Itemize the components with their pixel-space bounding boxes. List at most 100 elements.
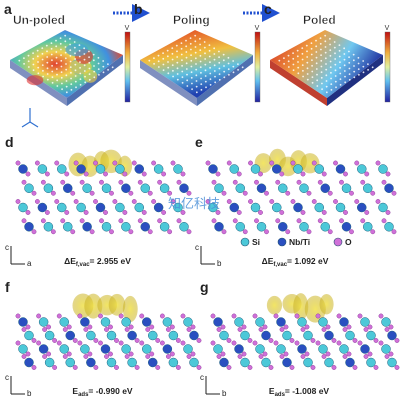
atom-o bbox=[378, 313, 384, 319]
grid-dot bbox=[357, 56, 360, 59]
grid-dot bbox=[339, 72, 342, 75]
atom-o bbox=[52, 365, 58, 370]
atom-o bbox=[226, 199, 232, 204]
atom-o bbox=[333, 199, 338, 204]
grid-dot bbox=[343, 47, 346, 50]
atom-o bbox=[36, 340, 42, 346]
grid-dot bbox=[301, 52, 304, 55]
atom bbox=[162, 317, 173, 327]
grid-dot bbox=[88, 56, 90, 59]
atom-o bbox=[354, 160, 360, 166]
slab-side bbox=[270, 60, 327, 106]
atom-o bbox=[311, 199, 317, 204]
atom bbox=[219, 330, 229, 341]
grid-dot bbox=[302, 75, 304, 78]
grid-dot bbox=[339, 78, 342, 81]
atom-o bbox=[279, 327, 285, 332]
atom-o bbox=[128, 324, 134, 330]
atom bbox=[213, 317, 223, 327]
atom-o bbox=[66, 324, 72, 330]
atom-o bbox=[98, 313, 103, 319]
atom-o bbox=[364, 210, 370, 215]
grid-dot bbox=[56, 73, 58, 76]
atom bbox=[250, 202, 261, 213]
panel-label: b bbox=[134, 1, 143, 17]
atom-o bbox=[175, 365, 181, 370]
atom bbox=[357, 202, 367, 213]
potential-blob bbox=[65, 43, 89, 57]
grid-dot bbox=[167, 72, 170, 75]
grid-dot bbox=[41, 58, 44, 61]
grid-dot bbox=[51, 70, 54, 73]
atom-o bbox=[114, 338, 119, 343]
grid-dot bbox=[51, 59, 53, 62]
atom-o bbox=[21, 218, 27, 224]
atom bbox=[360, 317, 370, 327]
grid-dot bbox=[185, 68, 188, 70]
atom-o bbox=[72, 338, 78, 343]
atom-o bbox=[283, 324, 289, 330]
atom-o bbox=[370, 229, 376, 235]
atom-o bbox=[289, 338, 295, 343]
grid-dot bbox=[180, 53, 183, 56]
atom-o bbox=[216, 327, 222, 332]
grid-dot bbox=[339, 61, 341, 64]
grid-dot bbox=[180, 47, 183, 50]
atom-o bbox=[42, 354, 48, 359]
atom-o bbox=[31, 365, 37, 370]
grid-dot bbox=[218, 56, 220, 59]
colorbar bbox=[384, 31, 391, 103]
grid-dot bbox=[69, 66, 72, 69]
atom bbox=[229, 164, 239, 174]
atom-o bbox=[306, 229, 312, 235]
atom-o bbox=[331, 338, 337, 343]
grid-dot bbox=[214, 75, 216, 78]
grid-dot bbox=[330, 71, 332, 74]
grid-dot bbox=[343, 64, 346, 67]
atom-o bbox=[25, 324, 31, 330]
atom bbox=[320, 222, 330, 232]
grid-dot bbox=[200, 88, 203, 91]
axis-label: c bbox=[200, 373, 204, 382]
energy-label: Eads= -0.990 eV bbox=[72, 386, 133, 398]
atom-o bbox=[186, 354, 192, 359]
atom bbox=[80, 344, 90, 354]
atom bbox=[378, 202, 388, 213]
energy-value: = 1.092 eV bbox=[287, 256, 329, 266]
atom-o bbox=[349, 229, 354, 235]
atom bbox=[24, 222, 34, 232]
atom-o bbox=[83, 354, 89, 359]
grid-dot bbox=[208, 44, 211, 47]
atom-o bbox=[357, 313, 363, 319]
atom bbox=[208, 164, 218, 174]
grid-dot bbox=[41, 52, 44, 55]
grid-dot bbox=[306, 56, 309, 58]
atom-o bbox=[108, 324, 113, 330]
grid-dot bbox=[36, 55, 39, 58]
grid-dot bbox=[209, 66, 211, 69]
atom-o bbox=[242, 229, 248, 235]
grid-dot bbox=[200, 71, 202, 74]
grid-dot bbox=[335, 86, 337, 89]
grid-dot bbox=[88, 50, 90, 53]
atom-o bbox=[315, 340, 321, 346]
grid-dot bbox=[321, 88, 323, 91]
axis-icon bbox=[21, 121, 31, 128]
atom bbox=[363, 222, 373, 232]
grid-dot bbox=[185, 45, 188, 48]
atom-o bbox=[83, 210, 89, 215]
panel-label: a bbox=[4, 1, 12, 17]
grid-dot bbox=[32, 63, 35, 66]
atom-o bbox=[190, 351, 196, 357]
grid-dot bbox=[222, 59, 225, 62]
grid-dot bbox=[153, 57, 155, 60]
grid-dot bbox=[64, 51, 67, 54]
atom bbox=[179, 222, 189, 232]
grid-dot bbox=[186, 79, 189, 82]
atom-o bbox=[122, 171, 128, 177]
atom-o bbox=[157, 218, 163, 224]
atom bbox=[115, 164, 125, 174]
atom bbox=[303, 330, 313, 341]
grid-dot bbox=[213, 53, 216, 55]
